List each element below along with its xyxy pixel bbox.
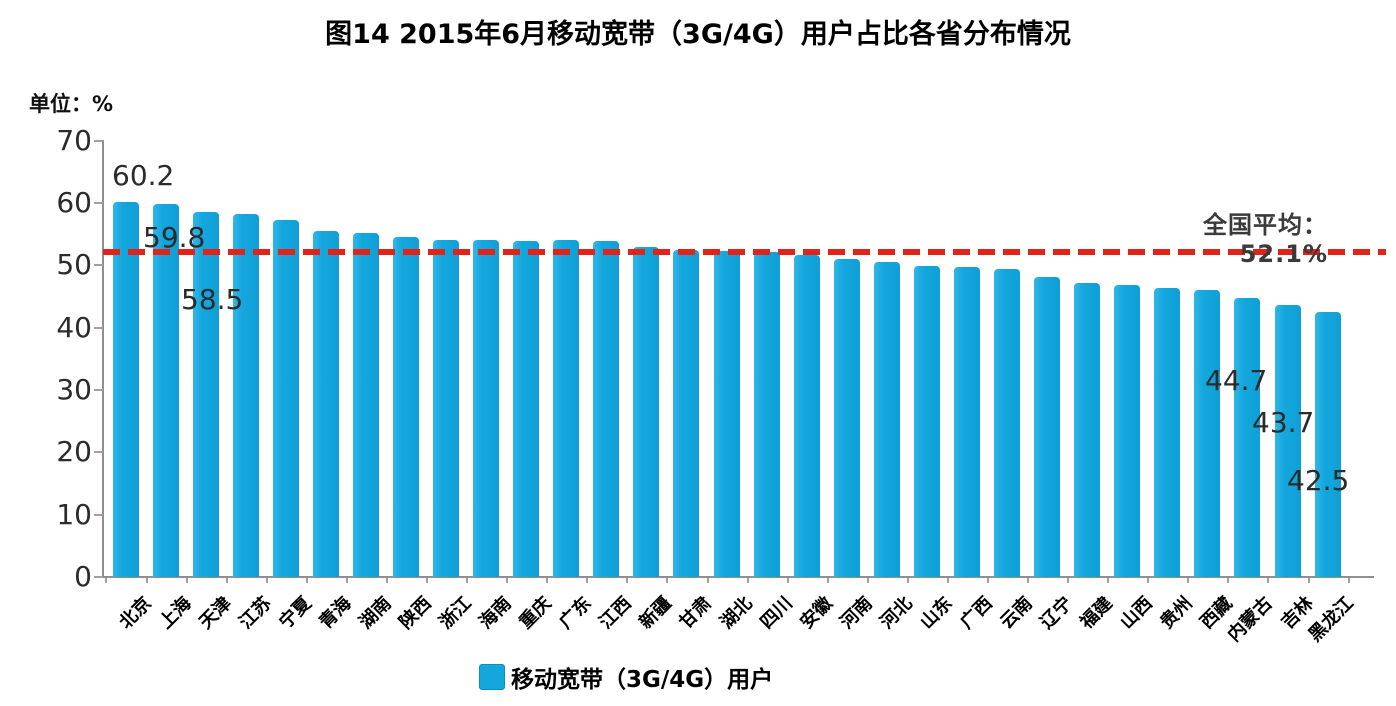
bar-辽宁 (1034, 277, 1061, 577)
x-axis-line (102, 576, 1374, 578)
bar-云南 (994, 269, 1021, 577)
value-label-上海: 59.8 (143, 221, 206, 254)
y-tick-label: 40 (56, 310, 92, 344)
x-tick-mark (1067, 578, 1070, 583)
bar-上海 (152, 204, 179, 577)
x-tick-mark (1307, 578, 1310, 583)
x-tick-mark (1027, 578, 1030, 583)
x-tick-mark (1147, 578, 1150, 583)
x-tick-mark (866, 578, 869, 583)
x-tick-mark (987, 578, 989, 583)
legend: 移动宽带（3G/4G）用户 (479, 660, 773, 694)
bar-山西 (1114, 285, 1141, 577)
y-tick-mark (94, 202, 103, 205)
bar-福建 (1074, 283, 1101, 577)
average-line-label: 全国平均：52.1% (1203, 211, 1328, 268)
bar-宁夏 (272, 219, 299, 577)
value-label-吉林: 43.7 (1252, 406, 1315, 439)
bar-河北 (873, 262, 900, 577)
x-tick-mark (1107, 578, 1110, 583)
bar-江西 (593, 241, 620, 577)
bar-北京 (112, 201, 139, 577)
x-tick-mark (225, 578, 228, 583)
y-tick-label: 10 (56, 497, 92, 531)
value-label-黑龙江: 42.5 (1287, 464, 1350, 497)
bar-安徽 (793, 255, 820, 577)
bar-陕西 (392, 237, 419, 577)
x-tick-mark (506, 578, 509, 583)
x-tick-mark (946, 578, 949, 583)
x-tick-mark (546, 578, 549, 583)
bar-青海 (312, 231, 339, 577)
x-tick-mark (1227, 578, 1230, 583)
y-tick-label: 30 (56, 373, 92, 406)
x-tick-mark (706, 578, 709, 583)
y-tick-mark (94, 326, 103, 329)
value-label-北京: 60.2 (112, 159, 175, 192)
bar-湖北 (713, 251, 740, 577)
x-tick-mark (626, 578, 629, 583)
bar-广西 (953, 267, 980, 577)
x-tick-mark (105, 578, 108, 583)
bar-重庆 (513, 241, 540, 577)
x-tick-mark (786, 578, 789, 583)
x-tick-mark (1187, 578, 1190, 583)
x-tick-mark (305, 578, 308, 583)
y-tick-mark (94, 389, 103, 391)
x-tick-mark (666, 578, 669, 583)
bar-浙江 (433, 240, 460, 577)
bar-湖南 (352, 232, 379, 577)
bar-天津 (192, 212, 219, 577)
x-tick-mark (826, 578, 829, 583)
y-tick-label: 20 (56, 435, 92, 469)
y-tick-label: 70 (56, 123, 92, 157)
bar-河南 (833, 259, 860, 577)
bar-四川 (753, 252, 780, 577)
y-axis-line (102, 140, 104, 578)
y-axis-unit-label: 单位：% (29, 92, 114, 116)
bar-海南 (473, 239, 500, 577)
y-tick-mark (94, 139, 103, 142)
y-tick-mark (94, 513, 103, 516)
bar-吉林 (1274, 304, 1301, 577)
y-tick-label: 60 (56, 186, 92, 220)
legend-label: 移动宽带（3G/4G）用户 (511, 667, 774, 693)
bar-西藏 (1194, 289, 1221, 577)
x-tick-mark (426, 578, 429, 583)
y-tick-mark (94, 576, 103, 578)
bar-黑龙江 (1314, 312, 1341, 577)
value-label-内蒙古: 44.7 (1205, 364, 1268, 397)
bar-广东 (553, 240, 580, 577)
x-tick-mark (345, 578, 348, 583)
bar-山东 (913, 265, 940, 577)
bar-甘肃 (673, 249, 700, 577)
y-tick-label: 50 (56, 248, 92, 282)
chart-title: 图14 2015年6月移动宽带（3G/4G）用户占比各省分布情况 (325, 19, 1071, 50)
value-label-天津: 58.5 (181, 283, 244, 316)
bar-江苏 (232, 213, 259, 577)
x-tick-mark (1347, 578, 1350, 583)
bar-内蒙古 (1234, 298, 1261, 577)
x-tick-mark (1267, 578, 1270, 583)
y-tick-mark (94, 264, 103, 267)
y-tick-mark (94, 451, 103, 454)
x-tick-mark (586, 578, 589, 583)
x-tick-mark (265, 578, 268, 583)
y-tick-label: 0 (74, 560, 92, 593)
legend-swatch-icon (479, 664, 505, 690)
x-tick-mark (385, 578, 388, 583)
x-tick-mark (746, 578, 749, 583)
x-tick-mark (185, 578, 188, 583)
x-tick-mark (145, 578, 148, 583)
average-dashed-line (103, 249, 1386, 256)
bar-贵州 (1154, 287, 1181, 577)
x-tick-mark (906, 578, 909, 583)
bar-新疆 (633, 246, 660, 577)
x-tick-mark (466, 578, 469, 583)
